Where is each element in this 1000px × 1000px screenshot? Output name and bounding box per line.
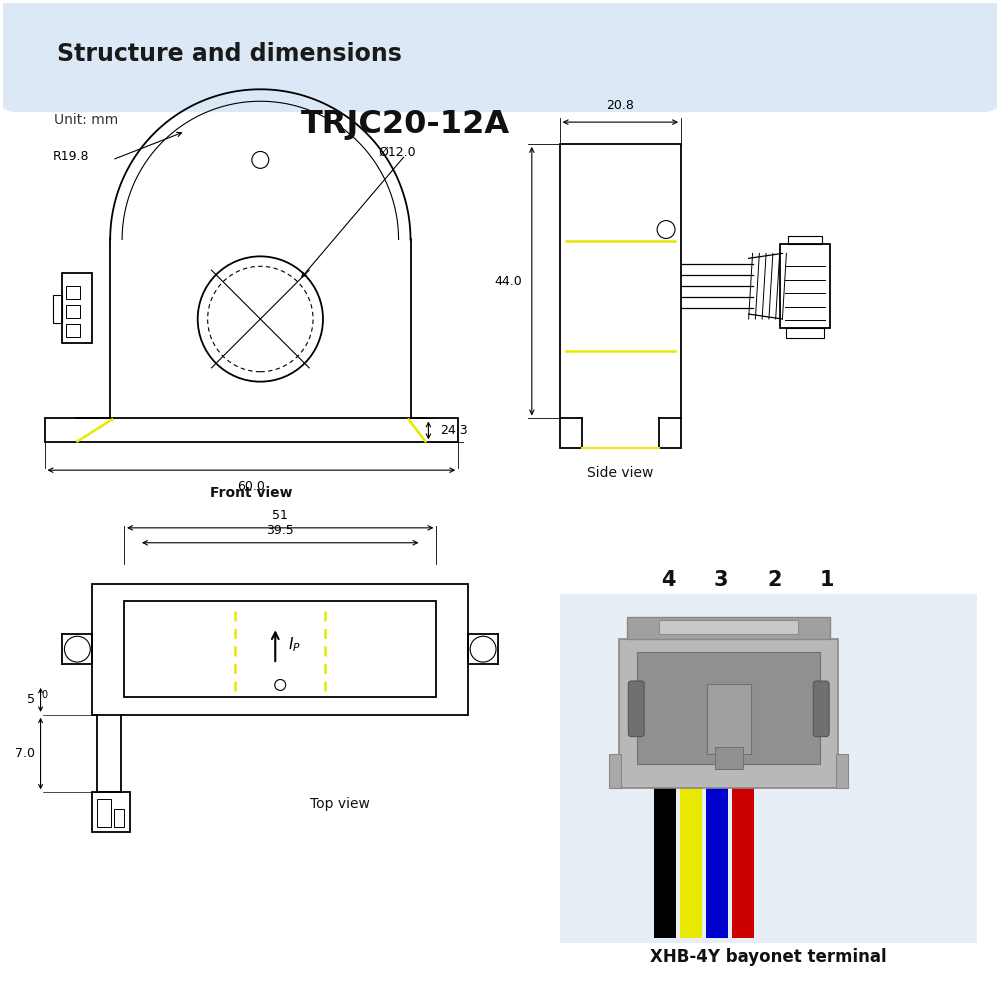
Bar <box>45 418 458 442</box>
FancyBboxPatch shape <box>813 681 829 737</box>
Bar <box>97 799 111 827</box>
Bar <box>627 617 830 639</box>
Bar <box>680 788 702 938</box>
Text: 2: 2 <box>767 570 781 589</box>
Bar <box>114 809 124 827</box>
Bar <box>560 144 681 448</box>
Bar <box>124 601 436 697</box>
Text: 0: 0 <box>42 690 48 700</box>
Text: 51: 51 <box>272 509 288 522</box>
Bar <box>654 788 676 938</box>
Bar <box>706 788 728 938</box>
Text: Ø12.0: Ø12.0 <box>379 145 416 158</box>
Text: 3: 3 <box>714 570 728 589</box>
Bar <box>66 286 80 299</box>
Text: 1: 1 <box>820 570 834 589</box>
Bar <box>92 584 468 715</box>
Bar <box>788 236 822 244</box>
Bar <box>66 324 80 337</box>
Bar <box>836 754 848 788</box>
Text: 39.5: 39.5 <box>266 524 294 537</box>
Text: 24.3: 24.3 <box>440 424 468 437</box>
Text: Unit: mm: Unit: mm <box>54 113 119 127</box>
Text: 7.0: 7.0 <box>15 747 35 760</box>
Bar <box>732 788 754 938</box>
Bar <box>619 639 838 788</box>
Bar <box>66 305 80 318</box>
Bar <box>92 792 130 832</box>
Text: R19.8: R19.8 <box>53 150 89 163</box>
Bar <box>707 684 751 754</box>
Bar <box>659 620 798 634</box>
Bar <box>609 754 621 788</box>
Text: 4: 4 <box>661 570 675 589</box>
Text: TRJC20-12A: TRJC20-12A <box>301 109 510 140</box>
Text: 20.8: 20.8 <box>606 99 634 112</box>
Bar <box>582 418 659 449</box>
FancyBboxPatch shape <box>628 681 644 737</box>
Text: 44.0: 44.0 <box>494 275 522 288</box>
Text: 5: 5 <box>27 693 35 706</box>
Bar <box>560 594 977 943</box>
Bar <box>637 652 820 764</box>
Text: XHB-4Y bayonet terminal: XHB-4Y bayonet terminal <box>650 948 887 966</box>
Text: Front view: Front view <box>210 486 293 500</box>
Bar <box>786 328 824 338</box>
Bar <box>53 295 62 323</box>
Text: 60.0: 60.0 <box>237 480 265 493</box>
Text: Top view: Top view <box>310 797 370 811</box>
Bar <box>62 273 92 343</box>
Bar <box>780 244 830 328</box>
FancyBboxPatch shape <box>0 0 1000 112</box>
Text: Side view: Side view <box>587 466 654 480</box>
Text: Structure and dimensions: Structure and dimensions <box>57 42 402 66</box>
Text: $I_P$: $I_P$ <box>288 635 301 654</box>
Bar <box>715 747 743 768</box>
